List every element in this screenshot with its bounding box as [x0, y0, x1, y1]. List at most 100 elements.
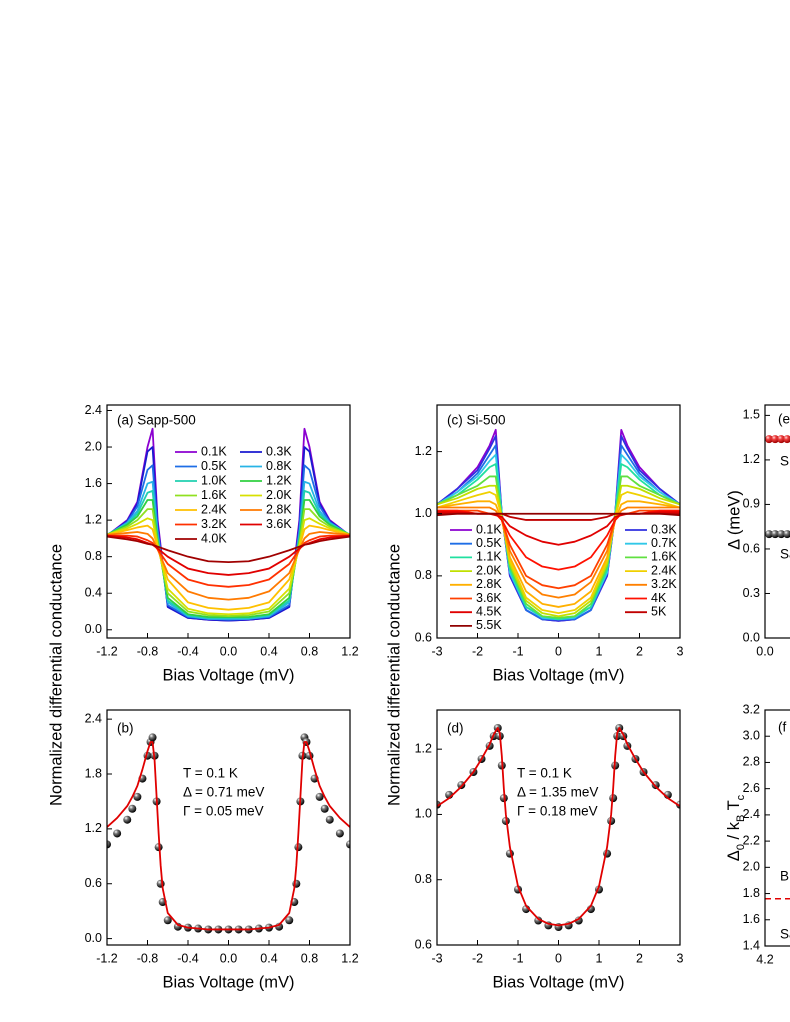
legend-label: 1.2K: [266, 473, 292, 487]
curve: [437, 463, 680, 621]
x-axis-title: Bias Voltage (mV): [162, 666, 294, 684]
y-tick-label: 3.0: [743, 729, 760, 743]
x-tick-label: -1.2: [96, 951, 118, 965]
curve: [107, 517, 350, 616]
x-tick-label: 0.0: [756, 644, 773, 658]
legend-label: 4K: [651, 591, 667, 605]
y-tick-label: 2.4: [85, 711, 102, 725]
curve: [107, 480, 350, 620]
data-point: [123, 815, 132, 824]
x-axis-title: Bias Voltage (mV): [492, 973, 624, 991]
curve: [107, 464, 350, 621]
y-tick-label: 0.8: [415, 872, 432, 886]
legend-label: 3.6K: [476, 591, 502, 605]
y-tick-label: 1.8: [743, 886, 760, 900]
curve: [107, 427, 350, 622]
curve: [107, 524, 350, 611]
y-tick-label: 0.8: [85, 549, 102, 563]
y-tick-label: 1.6: [743, 912, 760, 926]
data-point: [574, 916, 583, 925]
x-tick-label: -2: [472, 951, 483, 965]
data-point: [107, 840, 111, 849]
y-tick-label: 2.0: [85, 439, 102, 453]
data-point: [285, 916, 294, 925]
y-tick-label: 2.6: [743, 781, 760, 795]
data-point: [783, 435, 790, 444]
y-axis-title-part: T: [725, 800, 743, 814]
y-axis-title: Normalized differential conductance: [385, 544, 403, 806]
x-tick-label: -0.8: [137, 951, 159, 965]
data-point: [163, 916, 172, 925]
y-tick-label: 0.0: [743, 630, 760, 644]
curve: [437, 435, 680, 622]
x-tick-label: 1.2: [341, 644, 358, 658]
legend-label: 1.0K: [201, 473, 227, 487]
legend-label: 0.8K: [266, 459, 292, 473]
x-tick-label: 1: [596, 951, 603, 965]
legend-label: 2.0K: [476, 563, 502, 577]
x-tick-label: -1.2: [96, 644, 118, 658]
panel-title: (c) Si-500: [447, 413, 506, 428]
y-tick-label: 1.8: [85, 766, 102, 780]
data-point: [771, 530, 780, 539]
panel-title: (e: [778, 412, 790, 427]
y-axis-title-part: / k: [725, 821, 743, 844]
y-tick-label: 0.6: [743, 541, 760, 555]
y-tick-label: 0.0: [85, 622, 102, 636]
plot-area: [437, 723, 680, 932]
y-tick-label: 2.0: [743, 860, 760, 874]
legend-label: 2.8K: [476, 577, 502, 591]
data-point: [325, 815, 334, 824]
x-tick-label: -3: [431, 951, 442, 965]
plot-area: [107, 733, 350, 934]
x-tick-label: 4.2: [756, 952, 773, 966]
legend-label: 0.1K: [476, 522, 502, 536]
y-tick-label: 1.2: [743, 452, 760, 466]
annotation: T = 0.1 K: [183, 766, 238, 781]
y-axis-title-part: Δ: [725, 850, 743, 861]
y-tick-label: 0.6: [85, 876, 102, 890]
annotation: Sa: [780, 927, 790, 942]
curve: [107, 741, 350, 931]
data-point: [133, 792, 142, 801]
y-tick-label: 1.5: [743, 408, 760, 422]
annotation: S: [780, 454, 789, 469]
data-point: [783, 530, 790, 539]
y-tick-label: 2.4: [85, 403, 102, 417]
curve: [437, 453, 680, 621]
data-point: [148, 733, 157, 742]
curve: [107, 535, 350, 564]
legend: 0.1K 0.3K 0.5K 0.8K 1.0K 1.2K 1.6K 2.0K 2.4K 2.8K…: [175, 444, 292, 545]
x-tick-label: 0.4: [260, 644, 277, 658]
y-axis-title: Normalized differential conductance: [47, 544, 65, 806]
y-tick-label: 0.8: [415, 568, 432, 582]
y-tick-label: 0.6: [415, 630, 432, 644]
x-tick-label: -2: [472, 644, 483, 658]
legend-label: 2.8K: [266, 502, 292, 516]
legend-label: 0.7K: [651, 536, 677, 550]
legend-label: 5.5K: [476, 618, 502, 632]
y-tick-label: 1.2: [415, 444, 432, 458]
annotation: B: [780, 869, 789, 884]
curve: [437, 512, 680, 521]
y-tick-label: 0.9: [743, 497, 760, 511]
legend-label: 1.1K: [476, 550, 502, 564]
curve: [437, 509, 680, 590]
curve: [107, 534, 350, 576]
y-tick-label: 3.2: [743, 702, 760, 716]
data-point: [156, 879, 165, 888]
legend-label: 3.2K: [201, 517, 227, 531]
panel: 1.4 1.6 1.8 2.0 2.2 2.4 2.6 2.8 3.0 3.2 4.2 (f Δ0 / …: [725, 702, 790, 966]
x-tick-label: 2: [636, 644, 643, 658]
annotation: T = 0.1 K: [517, 766, 572, 781]
x-tick-label: 0.0: [220, 644, 237, 658]
legend-label: 3.6K: [266, 517, 292, 531]
plot-frame: [764, 709, 790, 947]
annotation: Γ = 0.18 meV: [517, 804, 598, 819]
y-tick-label: 1.0: [415, 506, 432, 520]
curve: [437, 727, 680, 927]
x-axis-title: Bias Voltage (mV): [492, 666, 624, 684]
y-axis-title: Δ (meV): [725, 490, 743, 550]
plot-frame: [436, 404, 681, 639]
